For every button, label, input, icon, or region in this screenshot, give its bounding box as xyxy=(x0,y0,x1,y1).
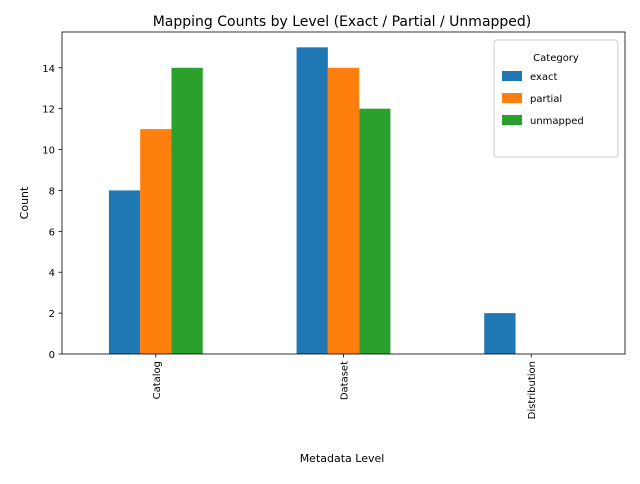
y-tick-label: 12 xyxy=(42,105,55,116)
legend: Category exact partial unmapped xyxy=(493,39,619,158)
axes-frame xyxy=(61,31,626,355)
legend-label-partial: partial xyxy=(530,94,562,105)
x-tick-label: Dataset xyxy=(340,361,351,400)
x-tick-label: Catalog xyxy=(152,361,163,399)
bar-exact-dataset xyxy=(296,47,328,354)
legend-label-exact: exact xyxy=(530,72,558,83)
legend-label-unmapped: unmapped xyxy=(530,116,584,127)
x-tick-label: Distribution xyxy=(527,361,538,419)
bar-exact-catalog xyxy=(108,190,141,354)
legend-box xyxy=(493,39,619,158)
legend-swatch-unmapped xyxy=(502,115,522,125)
y-tick-label: 0 xyxy=(49,350,55,361)
bar-unmapped-dataset xyxy=(359,108,391,354)
y-axis-label: Count xyxy=(18,186,31,219)
legend-title: Category xyxy=(533,53,579,64)
legend-swatch-exact xyxy=(502,71,522,81)
chart-title: Mapping Counts by Level (Exact / Partial… xyxy=(153,14,532,30)
y-tick-label: 2 xyxy=(49,309,55,320)
bar-partial-dataset xyxy=(327,67,360,354)
bar-unmapped-catalog xyxy=(171,67,203,354)
bar-partial-catalog xyxy=(140,129,172,354)
y-tick-label: 10 xyxy=(42,146,55,157)
legend-swatch-partial xyxy=(502,93,522,103)
y-tick-label: 14 xyxy=(42,64,55,75)
bar-exact-distribution xyxy=(484,313,516,354)
y-tick-label: 6 xyxy=(49,227,55,238)
y-tick-label: 8 xyxy=(49,186,55,197)
plot-area: 0 2 4 6 8 10 12 14 Catalog Dataset Distribution xyxy=(42,31,626,419)
y-tick-label: 4 xyxy=(49,268,55,279)
x-axis-label: Metadata Level xyxy=(300,452,385,465)
